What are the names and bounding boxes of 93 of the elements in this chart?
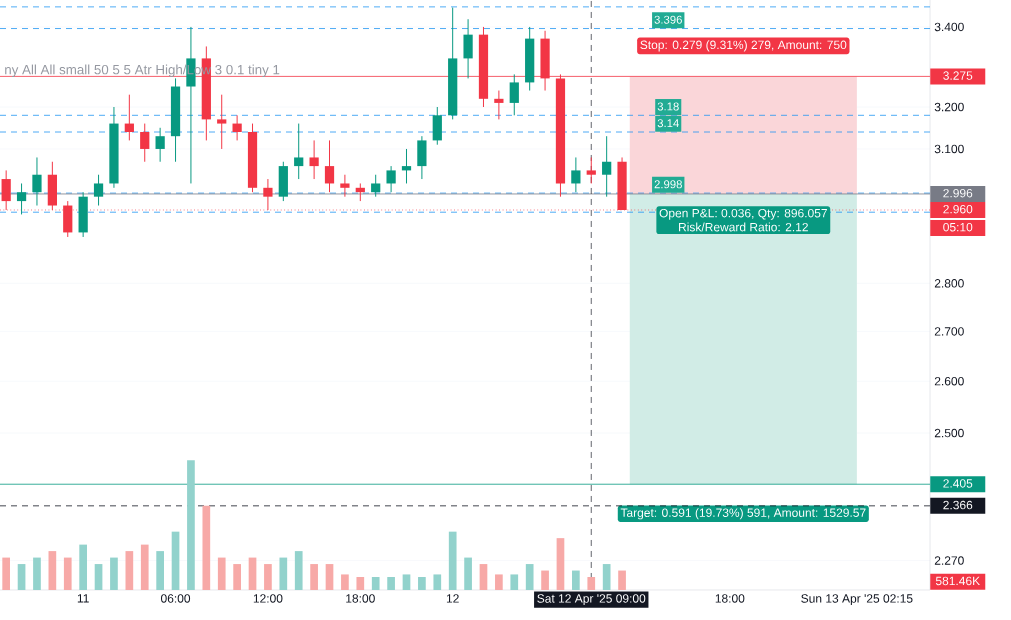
y-tick-label: 3.100 xyxy=(934,144,964,154)
bar xyxy=(510,574,519,590)
x-tick-label: 18:00 xyxy=(346,594,375,603)
bar xyxy=(248,557,257,590)
bar xyxy=(94,564,103,590)
bar xyxy=(79,544,87,590)
bar xyxy=(618,570,626,590)
candlestick xyxy=(217,94,227,150)
y-tick-label: 2.800 xyxy=(934,279,964,288)
candlestick xyxy=(494,90,504,120)
text: 05:10 xyxy=(943,222,973,232)
bar xyxy=(2,557,11,590)
x-tick-label: 12 xyxy=(446,594,459,603)
bar xyxy=(418,577,426,590)
ref-line-label: 2.366 xyxy=(943,500,973,510)
bar xyxy=(156,551,164,590)
bar xyxy=(572,570,580,590)
candlestick xyxy=(232,114,242,141)
bar xyxy=(587,577,596,590)
x-tick-label: Sun 13 Apr '25 02:15 xyxy=(801,594,913,606)
candlestick xyxy=(586,156,596,184)
band-label: Stop: 0.279 (9.31%) 279, Amount: 750 xyxy=(640,40,847,52)
candlestick xyxy=(509,73,519,116)
bar xyxy=(17,564,26,590)
candlestick xyxy=(571,156,581,193)
y-tick-label: 2.500 xyxy=(934,428,964,438)
candlestick xyxy=(140,123,150,163)
band-label: Target: 0.591 (19.73%) 591, Amount: 1529.57 xyxy=(620,508,866,520)
bar xyxy=(310,564,318,590)
bar xyxy=(33,557,41,590)
ref-line-label: 2.960 xyxy=(943,204,973,214)
candlestick xyxy=(602,135,612,198)
ref-line-label: 3.275 xyxy=(943,71,973,80)
y-tick-label: 3.400 xyxy=(934,22,964,32)
candlestick xyxy=(124,94,134,141)
bar xyxy=(402,574,411,590)
bar xyxy=(448,531,457,590)
annotation: 2.998 xyxy=(654,180,682,189)
candlestick xyxy=(32,156,42,207)
bar xyxy=(556,538,565,590)
bar xyxy=(479,564,488,590)
candlestick xyxy=(340,174,350,198)
ref-line-label: Sat 12 Apr '25 09:00 xyxy=(537,594,646,606)
x-tick-label: 06:00 xyxy=(160,594,191,603)
annotation: 3.396 xyxy=(654,15,682,24)
candlestick xyxy=(155,127,165,163)
bar xyxy=(187,460,195,590)
candlestick xyxy=(386,165,396,193)
bar xyxy=(294,551,303,590)
bar xyxy=(541,570,549,590)
y-tick-label: 3.200 xyxy=(934,102,964,112)
bar xyxy=(279,557,288,590)
candlestick xyxy=(371,174,381,198)
bar xyxy=(433,574,442,590)
bar xyxy=(125,551,134,590)
candlestick xyxy=(309,139,319,180)
candlestick xyxy=(324,139,335,193)
x-tick-label: 18:00 xyxy=(715,594,745,603)
bar xyxy=(217,557,226,590)
x-tick-label: 11 xyxy=(77,594,89,603)
candlestick xyxy=(93,174,104,207)
bar xyxy=(325,564,334,590)
bar xyxy=(371,577,380,590)
bar xyxy=(140,544,149,590)
annotation: Risk/Reward Ratio: 2.12 xyxy=(679,222,808,232)
bar xyxy=(171,531,180,590)
bar xyxy=(48,551,57,590)
bar xyxy=(202,505,211,590)
bar xyxy=(63,557,72,590)
bar xyxy=(525,564,534,590)
candlestick xyxy=(401,148,412,184)
text: 581.46K xyxy=(935,576,980,586)
bar xyxy=(387,577,395,590)
y-tick-label: 2.600 xyxy=(934,376,964,386)
candlestick xyxy=(463,18,473,79)
bar xyxy=(341,574,349,590)
bar xyxy=(495,574,503,590)
bar xyxy=(602,564,611,590)
ref-line-label: 2.996 xyxy=(943,188,973,198)
annotation: 3.18 xyxy=(657,102,679,111)
bar xyxy=(233,564,241,590)
bar xyxy=(264,564,272,590)
candlestick xyxy=(16,182,27,215)
ref-line-label: 2.405 xyxy=(943,479,973,488)
annotation: 3.14 xyxy=(657,119,679,128)
bar xyxy=(464,557,472,590)
bar xyxy=(356,577,365,590)
annotation: Open P&L: 0.036, Qty: 896.057 xyxy=(659,208,827,220)
candlestick xyxy=(294,123,304,180)
bar xyxy=(110,557,118,590)
y-tick-label: 2.270 xyxy=(934,556,964,565)
y-tick-label: 2.700 xyxy=(934,327,964,336)
x-tick-label: 12:00 xyxy=(253,594,283,603)
